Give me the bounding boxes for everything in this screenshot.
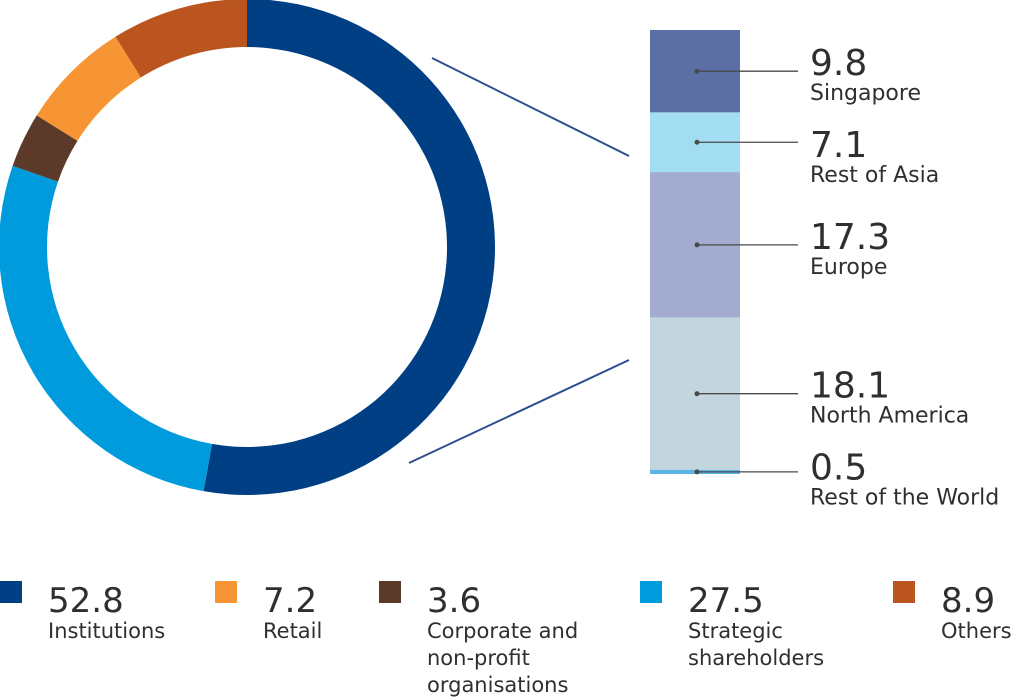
legend-label-line: Strategic (688, 619, 783, 643)
segment-label-europe: Europe (810, 255, 887, 280)
legend-value: 52.8 (48, 581, 124, 621)
segment-value-north-america: 18.1 (810, 366, 890, 407)
legend-value: 3.6 (427, 581, 481, 621)
donut-slice-corporate-and-non-profit-organisations (12, 115, 78, 182)
legend-value: 27.5 (688, 581, 764, 621)
legend-label-line: Retail (263, 619, 322, 643)
donut-slice-retail (36, 36, 141, 141)
legend-label-line: Institutions (48, 619, 165, 643)
legend-label-line: non-profit (427, 646, 530, 670)
legend-label-line: Others (941, 619, 1012, 643)
segment-value-singapore: 9.8 (810, 43, 867, 84)
segment-label-north-america: North America (810, 404, 969, 429)
legend-swatch (640, 581, 662, 603)
segment-value-rest-of-the-world: 0.5 (810, 448, 867, 489)
segment-value-europe: 17.3 (810, 217, 890, 258)
legend-swatch (215, 581, 237, 603)
legend-label-line: organisations (427, 673, 568, 697)
legend-swatch (0, 581, 22, 603)
breakdown-connectors (408, 57, 630, 464)
donut-slice-others (115, 0, 247, 78)
segment-value-rest-of-asia: 7.1 (810, 125, 867, 166)
legend-value: 8.9 (941, 581, 995, 621)
connector-line-lower (408, 359, 630, 464)
segment-label-singapore: Singapore (810, 81, 921, 106)
legend-label-line: Corporate and (427, 619, 578, 643)
legend-swatch (379, 581, 401, 603)
legend-value: 7.2 (263, 581, 317, 621)
legend-label-line: shareholders (688, 646, 824, 670)
donut-chart (0, 0, 495, 495)
segment-label-rest-of-asia: Rest of Asia (810, 163, 939, 188)
donut-slice-institutions (203, 0, 495, 495)
segment-label-rest-of-the-world: Rest of the World (810, 486, 999, 511)
donut-slice-strategic-shareholders (0, 165, 212, 492)
connector-line-upper (431, 57, 630, 157)
legend-swatch (893, 581, 915, 603)
